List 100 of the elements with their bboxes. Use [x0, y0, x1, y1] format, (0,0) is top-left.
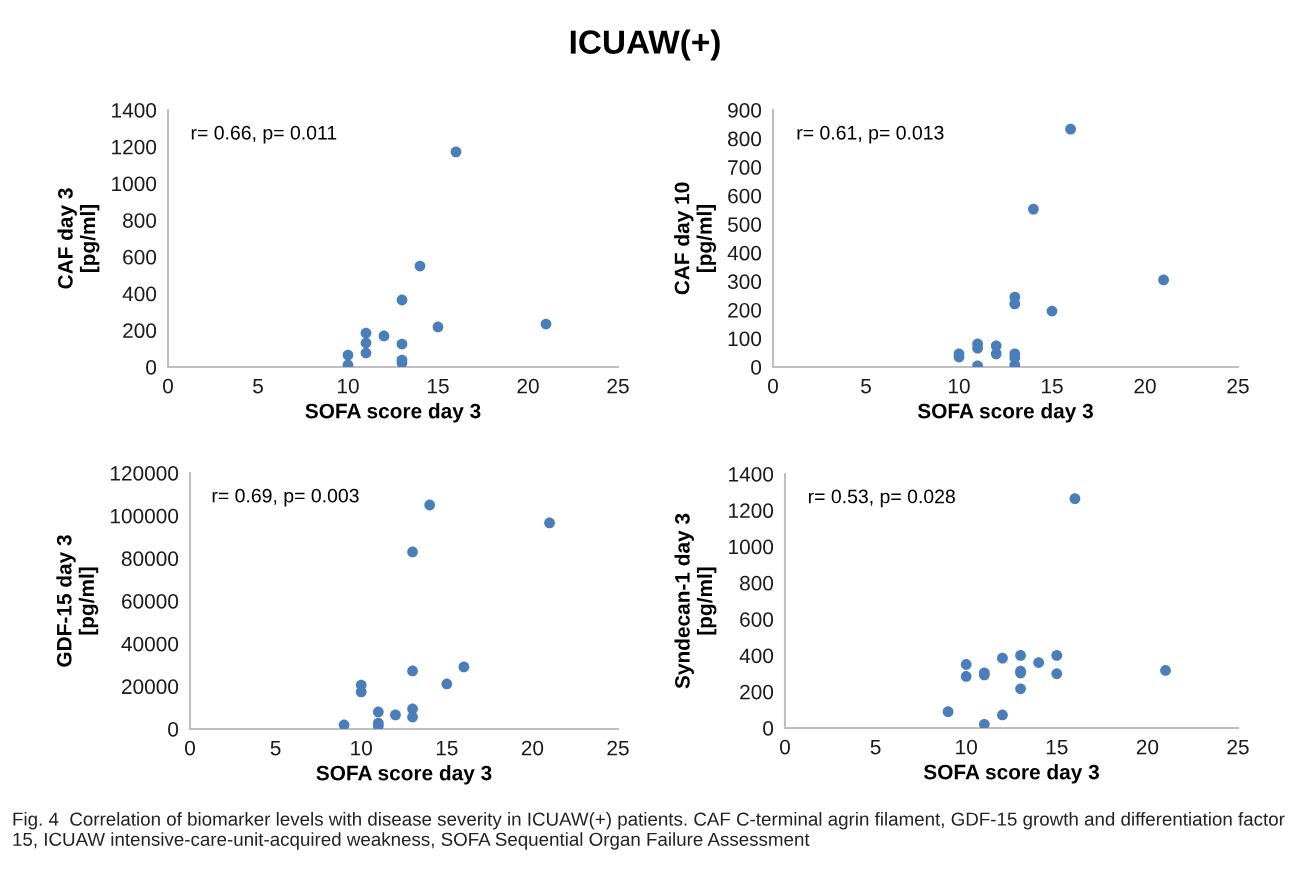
point [997, 709, 1008, 721]
x-axis-title: SOFA score day 3 [917, 403, 1093, 423]
caption: Fig. 4 Correlation of biomarker levels with disease severity in ICUAW(+) patients. CAF C-terminal agrin filament, GDF-15 growth and differentiation factor 15, ICUAW intensive-care-unit-acquired weakness, SOFA Sequential Organ Failure Assessment [13, 812, 1285, 850]
y-tick-label: 1400 [112, 103, 157, 118]
point [1069, 493, 1081, 505]
y-tick-label: 800 [123, 213, 157, 228]
x-tick-label: 25 [1227, 378, 1249, 394]
point [360, 347, 372, 359]
y-axis-title: Syndecan-1 day 3 [pg/ml] [674, 513, 717, 689]
y-tick-label: 600 [728, 188, 762, 204]
y-axis-title: CAF day 10 [pg/ml] [674, 182, 717, 295]
annotation: r= 0.69, p= 0.003 [212, 488, 359, 507]
y-axis-title: CAF day 3 [pg/ml] [57, 188, 100, 289]
point [990, 348, 1002, 360]
y-tick-label: 400 [727, 245, 762, 261]
y-tick-label: 60000 [122, 594, 179, 609]
point [441, 678, 453, 690]
point [540, 318, 552, 330]
y-tick-label: 0 [751, 360, 762, 375]
x-tick-label: 15 [1046, 739, 1068, 755]
x-tick-label: 10 [956, 739, 977, 755]
point [1015, 650, 1026, 661]
x-tick-label: 0 [780, 739, 790, 755]
point [396, 338, 408, 350]
x-tick-label: 15 [428, 378, 449, 394]
y-tick-label: 400 [122, 286, 157, 302]
x-tick-label: 15 [436, 740, 458, 756]
point [1051, 650, 1063, 661]
y-tick-label: 400 [739, 648, 774, 664]
point [390, 709, 401, 721]
y-tick-label: 120000 [110, 466, 179, 481]
point [407, 546, 418, 558]
point [424, 499, 436, 511]
y-tick-label: 200 [123, 323, 157, 339]
y-tick-label: 800 [740, 575, 774, 591]
x-tick-label: 20 [1134, 378, 1156, 394]
point [396, 294, 408, 306]
y-tick-label: 1000 [729, 539, 774, 555]
y-tick-label: 600 [740, 612, 774, 627]
y-tick-label: 0 [168, 722, 179, 737]
point [1028, 203, 1039, 215]
point [407, 665, 418, 677]
x-tick-label: 25 [607, 740, 629, 756]
y-axis-title: GDF-15 day 3 [pg/ml] [56, 535, 99, 667]
y-tick-label: 200 [728, 302, 762, 318]
y-tick-label: 300 [727, 274, 762, 290]
point [342, 349, 354, 361]
y-tick-label: 0 [763, 721, 774, 736]
point [414, 260, 426, 272]
point [1033, 657, 1045, 668]
y-tick-label: 600 [123, 249, 157, 265]
point [372, 706, 384, 718]
x-tick-label: 10 [338, 378, 359, 394]
y-tick-label: 1400 [729, 467, 774, 482]
point [978, 718, 990, 728]
y-tick-label: 700 [728, 160, 762, 175]
y-tick-label: 900 [728, 103, 762, 118]
point [960, 671, 972, 682]
point [338, 719, 350, 729]
y-tick-label: 1200 [112, 139, 157, 155]
y-tick-label: 20000 [122, 679, 179, 695]
point [942, 706, 954, 718]
x-tick-label: 5 [861, 378, 871, 394]
y-tick-label: 100000 [110, 508, 179, 524]
x-tick-label: 10 [351, 740, 372, 756]
chart-title: ICUAW(+) [570, 29, 720, 61]
x-tick-label: 15 [1042, 378, 1063, 394]
point [544, 517, 555, 529]
y-tick-label: 0 [146, 360, 157, 375]
point [1046, 305, 1058, 317]
annotation: r= 0.61, p= 0.013 [797, 125, 944, 144]
x-axis-title: SOFA score day 3 [923, 764, 1099, 784]
annotation: r= 0.53, p= 0.028 [808, 489, 955, 508]
point [1051, 668, 1063, 680]
point [378, 330, 390, 342]
x-axis-title: SOFA score day 3 [305, 403, 481, 423]
point [450, 146, 462, 158]
point [1065, 123, 1076, 135]
x-axis-title: SOFA score day 3 [316, 765, 492, 785]
x-tick-label: 5 [270, 740, 281, 756]
x-tick-label: 20 [521, 740, 544, 756]
point [458, 661, 470, 673]
point [1160, 665, 1171, 676]
point [1015, 683, 1026, 695]
x-tick-label: 0 [185, 740, 195, 756]
y-tick-label: 1000 [112, 176, 157, 192]
x-tick-label: 25 [1227, 739, 1249, 755]
x-tick-label: 20 [517, 378, 539, 394]
point [360, 327, 372, 339]
point [960, 659, 972, 670]
point [997, 652, 1008, 664]
y-tick-label: 100 [728, 331, 762, 347]
x-tick-label: 20 [1136, 739, 1159, 755]
x-tick-label: 5 [870, 739, 881, 755]
point [1158, 274, 1169, 286]
y-tick-label: 80000 [121, 551, 179, 567]
annotation: r= 0.66, p= 0.011 [191, 125, 337, 144]
x-tick-label: 5 [253, 378, 263, 394]
x-tick-label: 10 [949, 378, 970, 394]
y-tick-label: 500 [727, 217, 762, 232]
